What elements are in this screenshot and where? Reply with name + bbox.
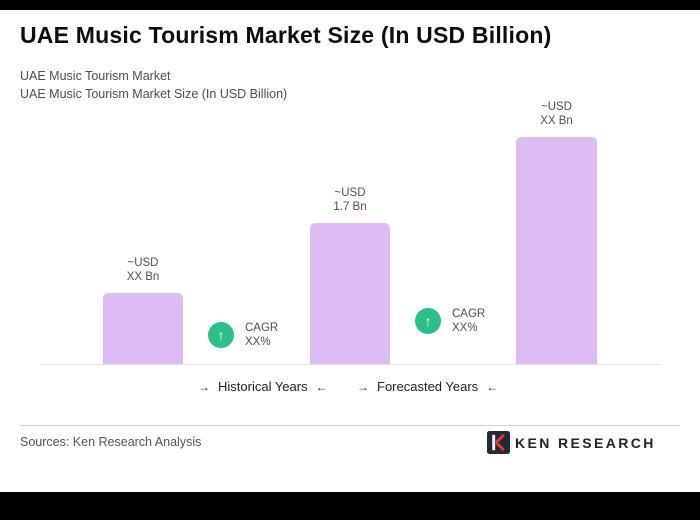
bar-label-line1: ~USD [334, 187, 366, 199]
ken-research-logo: KEN RESEARCH [487, 431, 656, 454]
bar-label-line1: ~USD [540, 101, 572, 113]
axis-span-label: Historical Years [218, 379, 308, 394]
bar-value-label: ~USD XX Bn [127, 256, 160, 284]
bar-historical [103, 293, 183, 365]
page-title: UAE Music Tourism Market Size (In USD Bi… [20, 22, 552, 48]
bottom-black-strip [0, 492, 700, 520]
bar-value-label: ~USD 1.7 Bn [333, 186, 366, 214]
footer-divider [20, 425, 680, 426]
left-arrow-icon: ← [315, 379, 328, 394]
cagr-badge-1: ↑ CAGR XX% [208, 321, 278, 349]
bar-column-mid: ~USD 1.7 Bn [310, 186, 390, 365]
growth-up-arrow-icon: ↑ [208, 322, 234, 348]
bar-forecast [516, 137, 597, 365]
right-arrow-icon: → [198, 379, 210, 394]
bar-column-historical: ~USD XX Bn [103, 256, 183, 365]
bar-value-label: ~USD XX Bn [540, 100, 573, 128]
cagr-text: CAGR XX% [452, 307, 485, 335]
bar-mid [310, 223, 390, 365]
bar-label-line2: XX Bn [540, 115, 573, 127]
cagr-text: CAGR XX% [245, 321, 278, 349]
bar-label-line1: ~USD [127, 257, 159, 269]
axis-span-historical: → Historical Years ← [198, 379, 328, 394]
right-arrow-icon: → [357, 379, 369, 394]
left-arrow-icon: ← [486, 379, 499, 394]
bar-label-line2: XX Bn [126, 271, 160, 283]
axis-span-forecasted: → Forecasted Years ← [357, 379, 498, 394]
source-note: Sources: Ken Research Analysis [20, 435, 202, 449]
chart-subtitle: UAE Music Tourism Market UAE Music Touri… [20, 67, 287, 103]
cagr-badge-2: ↑ CAGR XX% [415, 307, 485, 335]
ken-research-logo-icon [487, 431, 510, 454]
cagr-value: XX% [452, 322, 478, 334]
cagr-label: CAGR [245, 322, 279, 334]
axis-span-label: Forecasted Years [377, 379, 479, 394]
top-black-strip [0, 0, 700, 10]
chart-subtitle-line2: UAE Music Tourism Market Size (In USD Bi… [20, 87, 288, 101]
growth-up-arrow-icon: ↑ [415, 308, 441, 334]
bar-column-forecast: ~USD XX Bn [516, 100, 597, 365]
cagr-label: CAGR [452, 308, 486, 320]
ken-research-wordmark: KEN RESEARCH [515, 434, 656, 451]
x-axis-baseline [40, 364, 660, 365]
bar-label-line2: 1.7 Bn [333, 201, 367, 213]
cagr-value: XX% [245, 336, 271, 348]
chart-subtitle-line1: UAE Music Tourism Market [20, 69, 171, 83]
